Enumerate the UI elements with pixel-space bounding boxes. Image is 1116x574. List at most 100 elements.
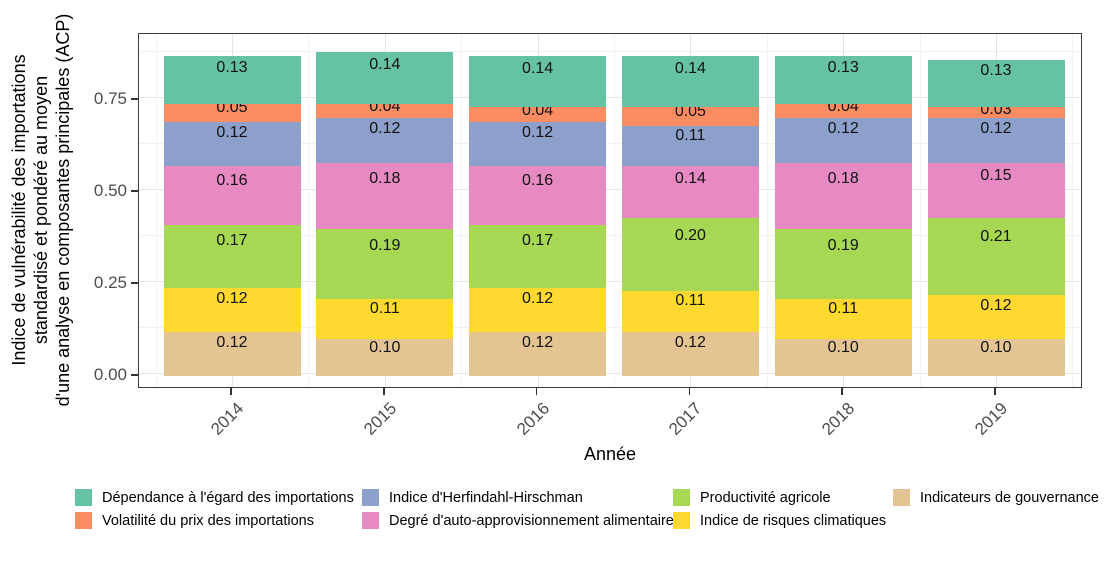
bar-value-label: 0.16 <box>522 171 554 189</box>
bar-value-label: 0.12 <box>980 297 1012 315</box>
y-axis-tick-label: 0.25 <box>93 273 127 292</box>
gridline-minor-h <box>139 235 1081 236</box>
gridline-minor-h <box>139 143 1081 144</box>
x-axis-tick <box>688 388 691 395</box>
bar-value-label: 0.12 <box>827 120 859 138</box>
bar-segment <box>316 118 454 163</box>
bar-value-label: 0.14 <box>522 59 554 77</box>
x-axis-tick <box>841 388 843 395</box>
bar-segment <box>927 162 1065 218</box>
bar-segment <box>621 166 759 218</box>
bar-segment <box>469 107 607 123</box>
bar-segment <box>316 298 454 340</box>
y-axis-tick-label: 0.50 <box>93 181 127 200</box>
bar-segment <box>774 339 912 376</box>
bar-segment <box>163 122 301 167</box>
y-axis-tick-label: 0.00 <box>93 365 127 384</box>
y-axis-tick <box>131 282 138 284</box>
legend-swatch <box>362 512 379 529</box>
bar-segment <box>621 107 759 126</box>
bar-segment <box>469 331 607 376</box>
bar-value-label: 0.21 <box>980 228 1012 246</box>
legend-swatch <box>893 489 910 506</box>
bar-segment <box>621 291 759 332</box>
bar-value-label: 0.11 <box>675 126 706 144</box>
bar-segment <box>927 295 1065 340</box>
x-axis-title: Année <box>583 444 637 464</box>
y-axis-tick <box>131 374 138 376</box>
bar-value-label: 0.13 <box>216 58 248 76</box>
legend-label: Dépendance à l'égard des importations <box>102 490 354 506</box>
bar-value-label: 0.10 <box>369 339 401 357</box>
gridline-minor-v <box>1072 34 1074 387</box>
bar-segment <box>163 166 301 226</box>
bar-segment <box>469 225 607 288</box>
gridline-minor-v <box>919 34 921 387</box>
bar-segment <box>469 166 607 226</box>
legend-label: Indice d'Herfindahl-Hirschman <box>389 490 583 506</box>
bar-value-label: 0.11 <box>828 299 859 317</box>
legend-label: Productivité agricole <box>700 490 831 506</box>
bar-segment <box>163 331 301 376</box>
bar-segment <box>316 339 454 376</box>
bar-segment <box>163 287 301 332</box>
bar-value-label: 0.18 <box>827 170 859 188</box>
bar-segment <box>927 118 1065 163</box>
x-axis-tick <box>383 388 385 395</box>
gridline-major-h <box>139 373 1081 374</box>
gridline-minor-v <box>155 34 157 387</box>
bar-value-label: 0.17 <box>522 231 554 249</box>
bar-segment <box>469 287 607 332</box>
legend-swatch <box>75 489 92 506</box>
legend-swatch <box>75 512 92 529</box>
bar-segment <box>163 55 301 104</box>
gridline-minor-v <box>766 34 768 387</box>
bar-segment <box>316 228 454 299</box>
bar-segment <box>621 331 759 376</box>
gridline-major-h <box>139 97 1081 98</box>
bar-segment <box>469 55 607 108</box>
x-axis-tick <box>994 388 996 395</box>
bar-value-label: 0.13 <box>980 62 1012 80</box>
plot-panel: 0.12 0.12 0.17 0.16 0.12 0.05 0.13 0.10 0.11 0.19… <box>138 33 1082 388</box>
x-axis-tick <box>230 388 232 395</box>
bar-segment <box>316 103 454 119</box>
bar-value-label: 0.12 <box>369 120 401 138</box>
gridline-minor-h <box>139 51 1081 52</box>
bar-value-label: 0.12 <box>216 289 248 307</box>
bar-segment <box>621 55 759 108</box>
legend-label: Indice de risques climatiques <box>700 513 887 529</box>
bar-value-label: 0.11 <box>369 299 400 317</box>
bar-segment <box>316 162 454 229</box>
bar-segment <box>163 225 301 288</box>
bar-segment <box>316 52 454 104</box>
bar-segment <box>927 107 1065 119</box>
bar-value-label: 0.19 <box>369 237 401 255</box>
y-axis-tick-label: 0.75 <box>93 89 127 108</box>
bar-segment <box>163 103 301 123</box>
bar-segment <box>621 217 759 292</box>
bar-value-label: 0.19 <box>827 237 859 255</box>
bar-segment <box>774 55 912 104</box>
bar-value-label: 0.17 <box>216 231 248 249</box>
bar-value-label: 0.14 <box>369 56 401 74</box>
bar-segment <box>774 298 912 340</box>
bar-value-label: 0.13 <box>827 58 859 76</box>
bar-value-label: 0.20 <box>674 227 706 245</box>
bar-segment <box>927 59 1065 108</box>
bar-value-label: 0.12 <box>674 333 706 351</box>
bar-segment <box>774 118 912 163</box>
bar-value-label: 0.15 <box>980 167 1012 185</box>
bar-segment <box>774 162 912 229</box>
x-axis-tick <box>535 388 538 395</box>
bar-value-label: 0.12 <box>216 333 248 351</box>
bar-value-label: 0.11 <box>675 292 706 310</box>
gridline-minor-v <box>308 34 310 387</box>
y-axis-tick <box>131 190 138 192</box>
bar-value-label: 0.12 <box>522 289 554 307</box>
bar-value-label: 0.10 <box>827 339 859 357</box>
bar-value-label: 0.12 <box>216 124 248 142</box>
gridline-major-h <box>139 281 1081 282</box>
legend-label: Degré d'auto-approvisionnement alimentai… <box>389 513 674 529</box>
